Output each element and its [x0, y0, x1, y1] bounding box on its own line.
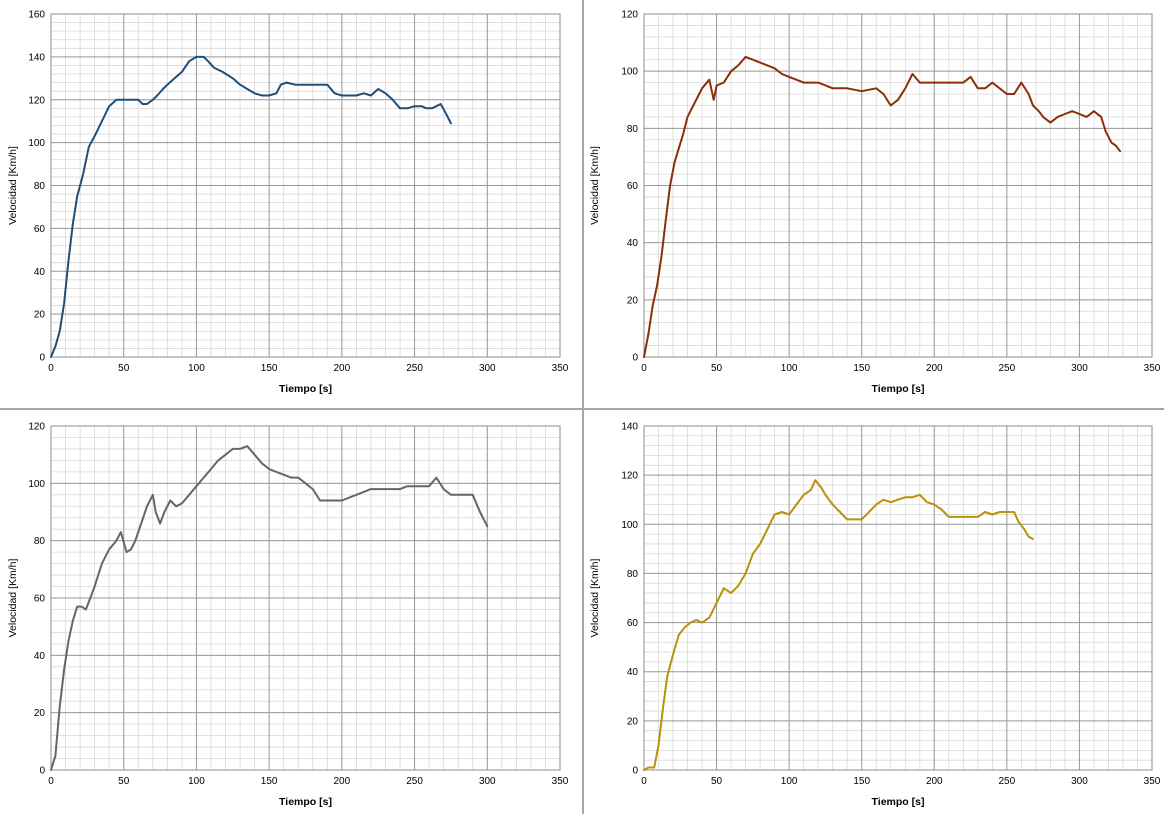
y-tick-label: 140 [621, 422, 638, 433]
x-tick-label: 250 [406, 363, 423, 374]
y-tick-label: 0 [632, 766, 638, 777]
y-tick-label: 40 [34, 267, 46, 278]
x-axis-title: Tiempo [s] [279, 796, 332, 808]
y-tick-label: 60 [34, 224, 46, 235]
chart-svg-2: 0 50 100 150 200 250 300 350 0 20 40 60 80 100 120 Tiem… [589, 10, 1161, 396]
y-axis-title: Velocidad [Km/h] [589, 559, 601, 638]
y-tick-label: 100 [28, 479, 45, 490]
x-tick-label: 50 [118, 363, 130, 374]
major-grid [643, 13, 1153, 358]
plot-area-border [50, 425, 561, 771]
x-tick-label: 150 [853, 776, 870, 787]
y-tick-label: 20 [627, 716, 639, 727]
y-tick-label: 100 [621, 67, 638, 78]
y-tick-label: 80 [627, 569, 639, 580]
x-tick-label: 0 [641, 363, 647, 374]
x-tick-label: 200 [334, 776, 351, 787]
plot-area-border [50, 13, 561, 358]
y-axis-title: Velocidad [Km/h] [589, 146, 601, 225]
x-tick-label: 0 [48, 776, 54, 787]
y-tick-label: 20 [627, 295, 639, 306]
x-tick-label: 350 [552, 776, 569, 787]
y-tick-label: 40 [34, 651, 46, 662]
chart-svg-4: 0 50 100 150 200 250 300 350 0 20 40 60 80 100 120 140 T… [589, 422, 1161, 809]
x-tick-label: 200 [334, 363, 351, 374]
x-tick-label: 50 [711, 776, 723, 787]
chart-svg-1: 0 50 100 150 200 250 300 350 0 20 40 60 80 100 120 140 1… [7, 10, 569, 396]
y-tick-label: 120 [621, 471, 638, 482]
chart-panel-3: 0 50 100 150 200 250 300 350 0 20 40 60 80 100 120 Tiem… [0, 407, 582, 814]
vertical-divider [582, 0, 584, 814]
x-tick-label: 350 [1144, 363, 1161, 374]
horizontal-divider [0, 408, 1164, 410]
x-tick-label: 150 [261, 776, 278, 787]
x-tick-label: 100 [781, 776, 798, 787]
chart-panel-4: 0 50 100 150 200 250 300 350 0 20 40 60 80 100 120 140 T… [582, 407, 1164, 814]
y-tick-label: 120 [28, 95, 45, 106]
x-tick-label: 100 [188, 363, 205, 374]
series-line [643, 479, 1034, 771]
y-tick-label: 0 [39, 766, 45, 777]
x-tick-label: 300 [1071, 363, 1088, 374]
y-tick-label: 60 [34, 594, 46, 605]
x-tick-label: 300 [1071, 776, 1088, 787]
x-axis-title: Tiempo [s] [872, 796, 925, 808]
y-tick-label: 140 [28, 52, 45, 63]
major-grid [643, 425, 1153, 771]
plot-area-border [643, 425, 1153, 771]
series-line [50, 445, 489, 771]
x-tick-label: 150 [261, 363, 278, 374]
y-tick-label: 0 [39, 353, 45, 364]
y-tick-label: 20 [34, 310, 46, 321]
x-tick-label: 350 [1144, 776, 1161, 787]
x-tick-label: 250 [999, 363, 1016, 374]
major-grid [50, 425, 561, 771]
y-tick-label: 40 [627, 238, 639, 249]
x-tick-label: 50 [118, 776, 130, 787]
y-tick-label: 80 [34, 536, 46, 547]
chart-svg-3: 0 50 100 150 200 250 300 350 0 20 40 60 80 100 120 Tiem… [7, 422, 569, 809]
y-axis-title: Velocidad [Km/h] [7, 146, 19, 225]
y-tick-label: 20 [34, 708, 46, 719]
x-tick-label: 200 [926, 776, 943, 787]
y-tick-label: 80 [627, 124, 639, 135]
x-tick-label: 50 [711, 363, 723, 374]
y-tick-label: 40 [627, 667, 639, 678]
y-tick-label: 60 [627, 181, 639, 192]
y-tick-label: 80 [34, 181, 46, 192]
x-axis-title: Tiempo [s] [279, 383, 332, 395]
y-tick-label: 120 [28, 422, 45, 433]
x-tick-label: 300 [479, 363, 496, 374]
x-tick-label: 150 [853, 363, 870, 374]
series-line [50, 55, 452, 358]
x-tick-label: 250 [406, 776, 423, 787]
x-tick-label: 250 [999, 776, 1016, 787]
plot-area-border [643, 13, 1153, 358]
chart-panel-2: 0 50 100 150 200 250 300 350 0 20 40 60 80 100 120 Tiem… [582, 0, 1164, 407]
series-line [643, 55, 1122, 358]
x-tick-label: 0 [48, 363, 54, 374]
x-tick-label: 100 [781, 363, 798, 374]
x-tick-label: 100 [188, 776, 205, 787]
x-tick-label: 0 [641, 776, 647, 787]
minor-grid [643, 425, 1153, 771]
x-tick-label: 350 [552, 363, 569, 374]
y-tick-label: 100 [621, 520, 638, 531]
y-axis-title: Velocidad [Km/h] [7, 559, 19, 638]
y-tick-label: 160 [28, 10, 45, 21]
x-tick-label: 200 [926, 363, 943, 374]
x-tick-label: 300 [479, 776, 496, 787]
y-tick-label: 60 [627, 618, 639, 629]
y-tick-label: 100 [28, 138, 45, 149]
chart-panel-1: 0 50 100 150 200 250 300 350 0 20 40 60 80 100 120 140 1… [0, 0, 582, 407]
x-axis-title: Tiempo [s] [872, 383, 925, 395]
y-tick-label: 120 [621, 10, 638, 21]
y-tick-label: 0 [632, 353, 638, 364]
